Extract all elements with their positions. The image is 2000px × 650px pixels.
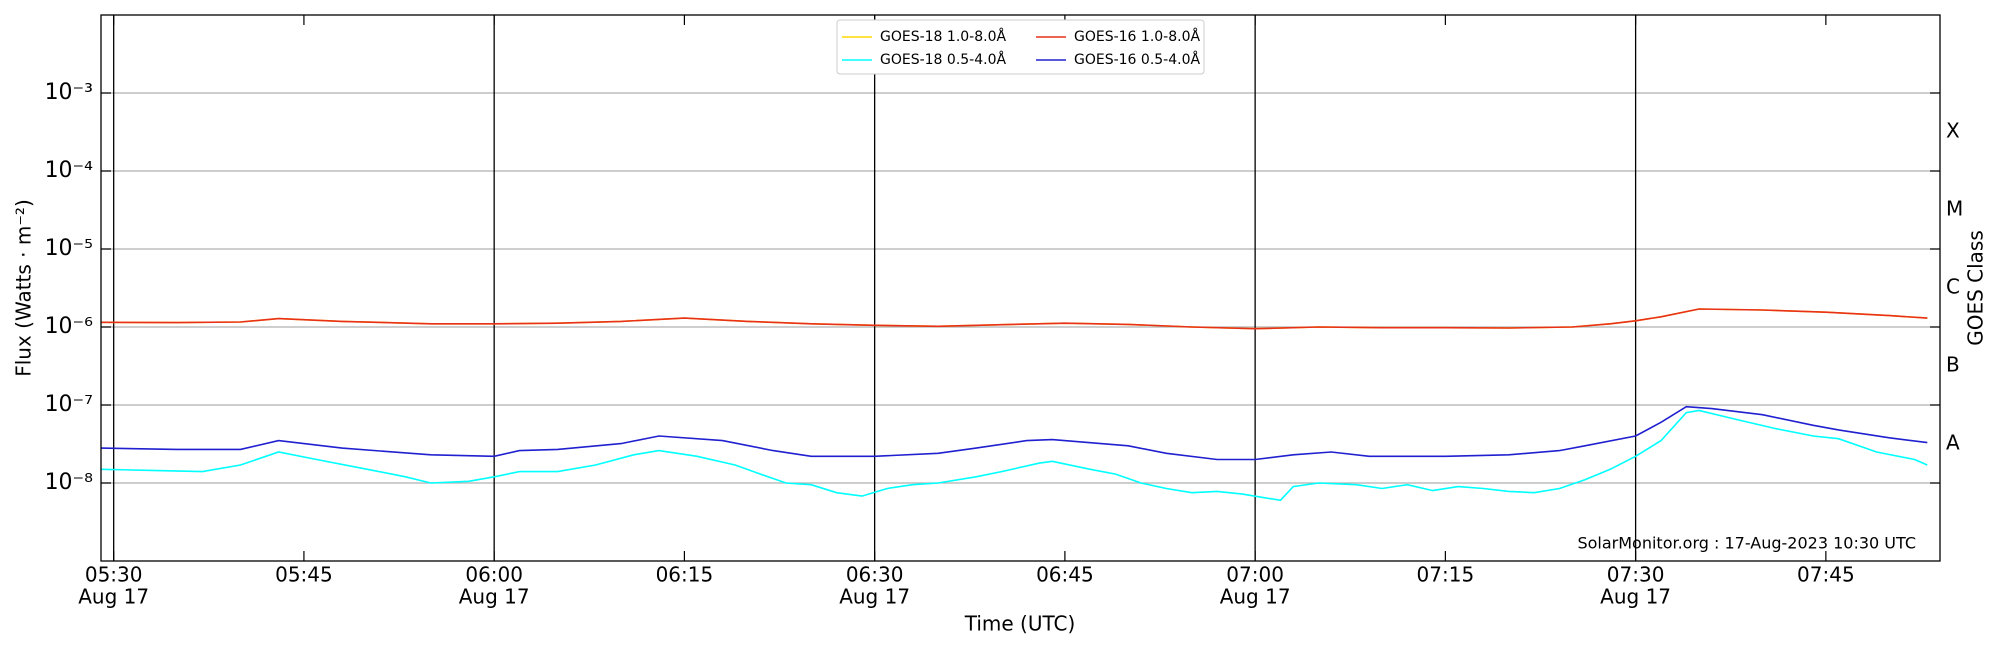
y2-tick-label: C [1946,275,1960,299]
y-tick-label: 10⁻³ [45,80,93,105]
y2-tick-label: X [1946,119,1960,143]
x-axis-title: Time (UTC) [964,612,1076,636]
x-tick-label: Aug 17 [1220,585,1291,609]
y-axis-title: Flux (Watts · m⁻²) [12,199,36,377]
x-tick-label: 05:45 [275,563,333,587]
legend: GOES-18 1.0-8.0Å GOES-16 1.0-8.0Å GOES-18 … [836,19,1205,75]
x-tick-label: 07:15 [1417,563,1475,587]
y-tick-label: 10⁻⁷ [45,392,93,417]
x-tick-label: 06:30 [846,563,904,587]
y2-tick-label: M [1946,197,1963,221]
x-tick-label: 06:45 [1036,563,1094,587]
legend-label: GOES-18 0.5-4.0Å [880,51,1006,68]
y-tick-label: 10⁻⁶ [45,314,94,339]
legend-label: GOES-18 1.0-8.0Å [880,28,1006,45]
x-tick-label: 06:00 [465,563,523,587]
x-tick-label: 06:15 [656,563,714,587]
legend-box [836,19,1205,75]
y2-axis-title: GOES Class [1964,230,1988,346]
x-tick-label: 05:30 [85,563,143,587]
x-tick-label: Aug 17 [459,585,530,609]
series-line [100,405,1928,461]
y-tick-label: 10⁻⁸ [45,470,94,495]
x-tick-label: 07:45 [1797,563,1855,587]
legend-label: GOES-16 1.0-8.0Å [1074,28,1200,45]
plot-frame [100,14,1941,562]
x-tick-label: 07:00 [1226,563,1284,587]
x-tick-label: Aug 17 [78,585,149,609]
y-tick-label: 10⁻⁴ [45,158,94,183]
annotation: SolarMonitor.org : 17-Aug-2023 10:30 UTC [1577,534,1916,553]
y-tick-label: 10⁻⁵ [45,236,93,261]
x-tick-label: Aug 17 [839,585,910,609]
series-line [100,409,1928,502]
y2-tick-label: A [1946,431,1960,455]
x-tick-label: Aug 17 [1600,585,1671,609]
y2-tick-label: B [1946,353,1960,377]
series-line [100,308,1928,330]
x-tick-label: 07:30 [1607,563,1665,587]
legend-label: GOES-16 0.5-4.0Å [1074,51,1200,68]
